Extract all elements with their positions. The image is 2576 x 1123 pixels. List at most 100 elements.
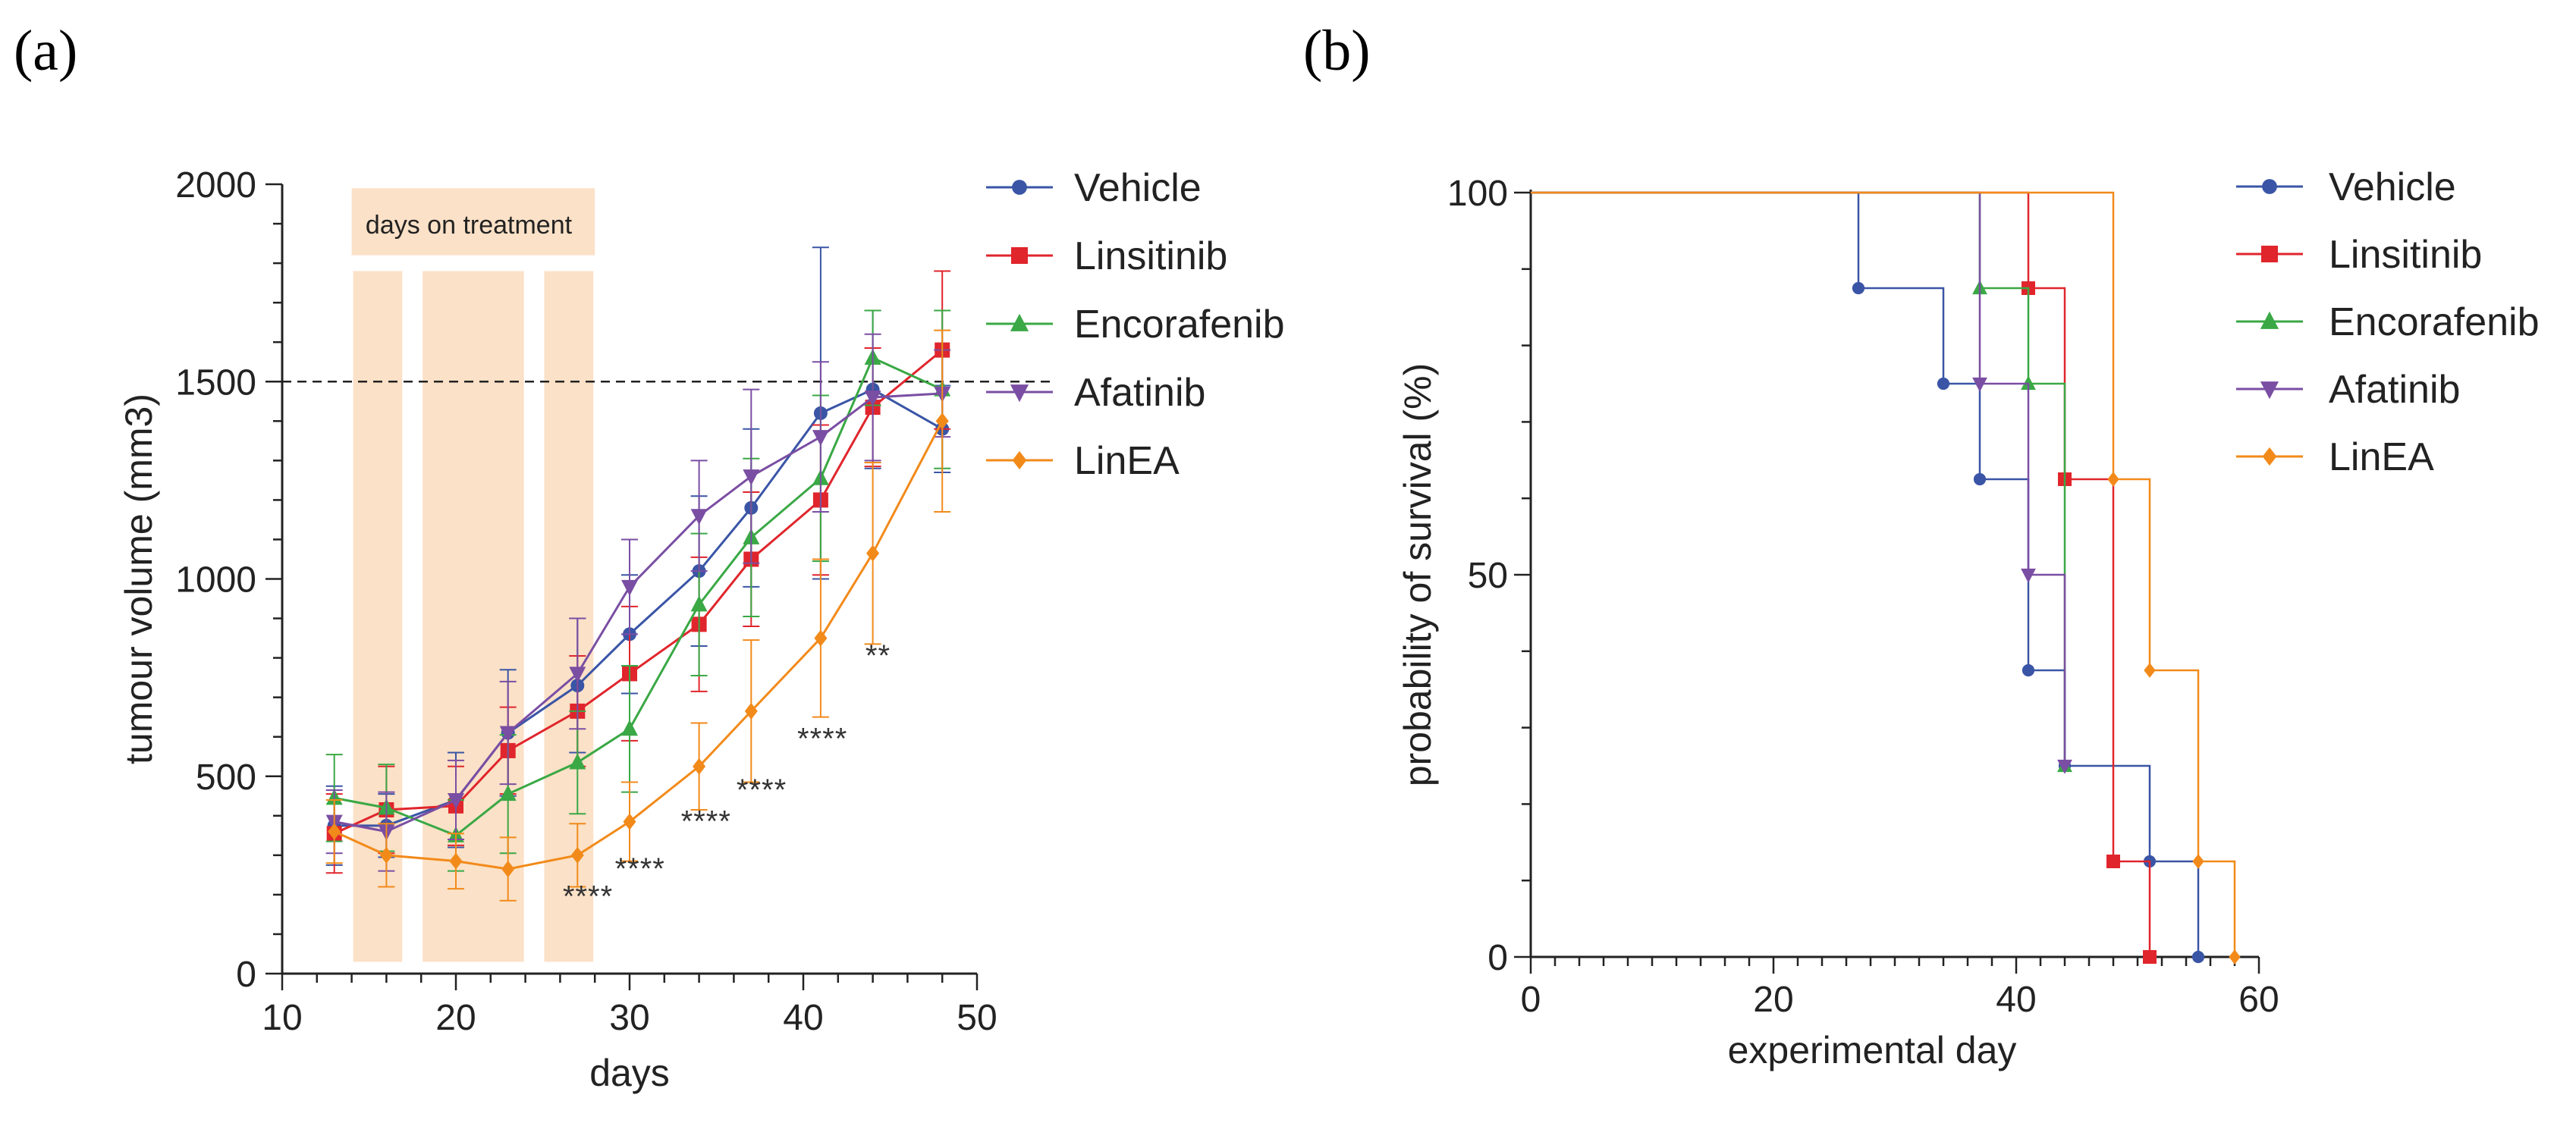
legend-marker (2262, 447, 2277, 466)
legend-marker (2260, 381, 2279, 400)
significance-label: **** (563, 880, 613, 914)
data-point (690, 595, 708, 612)
y-tick-label-b: 50 (1468, 556, 1508, 596)
y-axis-title-b: probability of survival (%) (1396, 363, 1439, 787)
legend-label: Linsitinib (1074, 234, 1227, 278)
panel-b-label: (b) (1303, 19, 1371, 83)
series-afatinib (325, 333, 951, 872)
km-event-marker (2106, 855, 2120, 868)
legend-label: LinEA (2329, 435, 2434, 479)
km-event-marker (2229, 949, 2241, 965)
treatment-period-2 (423, 271, 524, 962)
data-point (623, 813, 636, 830)
km-event-marker (1972, 377, 1987, 392)
x-tick-label-a: 40 (783, 998, 823, 1038)
legend-item-afatinib: Afatinib (2236, 368, 2460, 412)
legend-item-afatinib: Afatinib (986, 371, 1205, 415)
y-tick-label-a: 1000 (175, 560, 256, 601)
data-point (569, 753, 586, 770)
data-point (448, 792, 464, 809)
legend-label: Vehicle (2329, 165, 2456, 209)
treatment-period-3 (544, 271, 594, 962)
legend-item-vehicle: Vehicle (986, 166, 1202, 210)
legend-item-encorafenib: Encorafenib (2236, 300, 2540, 344)
series-group-a (325, 246, 951, 902)
legend-label: Afatinib (2329, 368, 2460, 412)
x-tick-label-b: 0 (1521, 980, 1541, 1020)
legend-b: Vehicle Linsitinib Encorafenib Afatinib LinE… (2236, 165, 2540, 479)
km-event-marker (2022, 663, 2035, 677)
km-series-linsitinib (1531, 191, 2157, 964)
x-tick-label-b: 20 (1753, 980, 1793, 1020)
panel-a-chart: days on treatment 0 500 1000 1500 2000 10 20 30… (118, 165, 1285, 1094)
legend-label: Linsitinib (2329, 233, 2482, 277)
km-step-line (1531, 191, 2200, 957)
km-series-encorafenib (1531, 191, 2072, 773)
legend-label: Afatinib (1074, 371, 1205, 415)
data-point (621, 720, 638, 736)
x-tick-label-a: 30 (609, 998, 649, 1038)
data-point (812, 430, 829, 447)
significance-label: **** (681, 805, 731, 839)
treatment-header-box (351, 188, 595, 256)
data-point (499, 726, 517, 742)
x-tick-label-a: 20 (435, 998, 476, 1038)
series-linea (325, 329, 951, 902)
km-series-linea (1531, 191, 2241, 965)
data-point (379, 846, 393, 864)
km-event-marker (2191, 950, 2205, 964)
legend-marker (1010, 313, 1029, 331)
significance-label: ** (865, 639, 891, 673)
data-point (449, 852, 463, 870)
y-tick-label-b: 0 (1487, 938, 1508, 978)
axes-a: 0 500 1000 1500 2000 10 20 30 40 50 (175, 165, 997, 1038)
panel-a-label: (a) (14, 19, 77, 83)
panel-b-chart: 0 50 100 0 20 40 60 experimental day probabili… (1396, 165, 2540, 1071)
data-point (570, 846, 584, 864)
legend-label: Encorafenib (2329, 300, 2540, 344)
km-event-marker (1973, 472, 1987, 486)
significance-label: **** (737, 773, 787, 807)
km-event-marker (2021, 375, 2036, 391)
legend-marker (1012, 450, 1027, 470)
legend-item-linea: LinEA (2236, 435, 2434, 479)
y-axis-title-a: tumour volume (mm3) (118, 394, 160, 764)
data-point (744, 702, 758, 720)
data-point (866, 544, 880, 562)
treatment-shading (351, 188, 595, 962)
legend-label: Vehicle (1074, 166, 1202, 210)
legend-marker (1011, 247, 1028, 264)
km-step-line (1531, 191, 2236, 957)
x-axis-title-a: days (589, 1052, 670, 1094)
data-point (499, 785, 517, 801)
km-series-afatinib (1531, 191, 2072, 774)
legend-a: Vehicle Linsitinib Encorafenib Afatinib LinE… (986, 166, 1285, 483)
data-point (690, 509, 708, 525)
significance-label: **** (797, 722, 847, 755)
series-linsitinib (325, 270, 951, 874)
legend-marker (1010, 384, 1029, 403)
km-event-marker (1937, 377, 1950, 391)
data-point (935, 412, 949, 430)
data-point (864, 391, 881, 407)
data-point (814, 629, 828, 647)
significance-annotations: ********************** (563, 639, 891, 914)
legend-item-linea: LinEA (986, 439, 1180, 483)
km-event-marker (2192, 854, 2204, 869)
km-event-marker (1852, 281, 1865, 295)
legend-marker (2262, 179, 2277, 194)
km-event-marker (2144, 663, 2156, 678)
x-tick-label-b: 60 (2238, 980, 2279, 1020)
data-point (693, 758, 706, 775)
treatment-period-1 (353, 271, 403, 962)
km-event-marker (2021, 568, 2036, 583)
legend-label: LinEA (1074, 439, 1180, 483)
data-point (501, 861, 515, 878)
series-encorafenib (325, 309, 951, 872)
legend-item-vehicle: Vehicle (2236, 165, 2456, 209)
axes-b: 0 50 100 0 20 40 60 (1447, 174, 2279, 1020)
legend-marker (2260, 311, 2279, 329)
km-event-marker (2057, 759, 2072, 774)
significance-label: **** (615, 852, 665, 886)
